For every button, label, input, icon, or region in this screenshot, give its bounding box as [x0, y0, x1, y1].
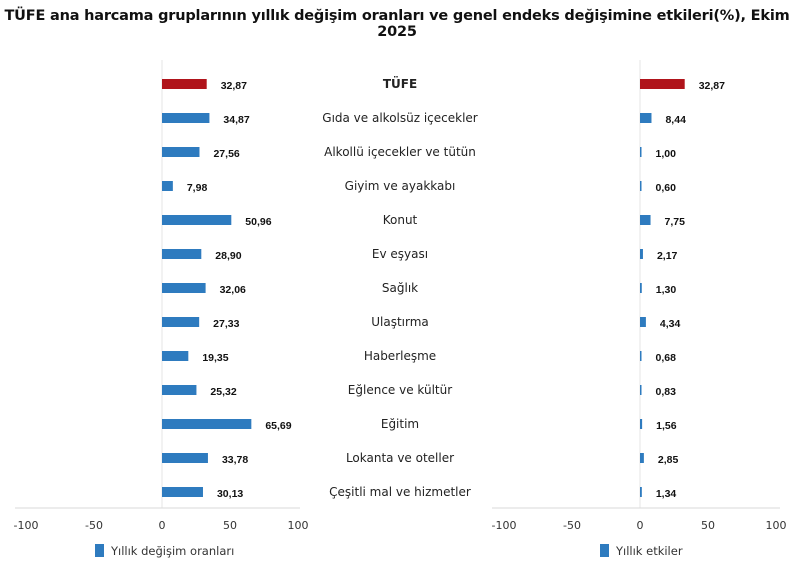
x-tick-label: -100	[14, 519, 39, 532]
data-label: 50,96	[245, 216, 271, 228]
category-label: Giyim ve ayakkabı	[345, 179, 456, 193]
x-tick-label: 100	[766, 519, 787, 532]
legend-label: Yıllık değişim oranları	[110, 544, 234, 558]
bar	[640, 283, 642, 293]
legend-swatch	[600, 544, 609, 557]
data-label: 32,87	[699, 80, 725, 92]
legend-swatch	[95, 544, 104, 557]
bar	[162, 215, 232, 225]
x-tick-label: 100	[288, 519, 309, 532]
bar	[640, 351, 642, 361]
bar	[162, 385, 197, 395]
data-label: 1,34	[656, 488, 677, 500]
bar	[162, 317, 200, 327]
data-label: 19,35	[202, 352, 228, 364]
data-label: 32,87	[221, 80, 247, 92]
category-label: Eğitim	[381, 417, 419, 431]
data-label: 0,68	[656, 352, 677, 364]
data-label: 0,60	[656, 182, 677, 194]
bar	[640, 385, 642, 395]
bar	[640, 79, 685, 89]
bar	[162, 487, 203, 497]
data-label: 27,56	[213, 148, 239, 160]
data-label: 32,06	[220, 284, 246, 296]
bar	[162, 113, 210, 123]
bar	[162, 351, 189, 361]
category-label: Ulaştırma	[371, 315, 429, 329]
category-label: Alkollü içecekler ve tütün	[324, 145, 476, 159]
bar	[640, 181, 642, 191]
data-label: 2,17	[657, 250, 678, 262]
bar	[640, 453, 644, 463]
data-label: 28,90	[215, 250, 241, 262]
bar	[640, 113, 652, 123]
data-label: 4,34	[660, 318, 681, 330]
bar	[162, 453, 208, 463]
x-tick-label: 0	[159, 519, 166, 532]
bar	[640, 215, 651, 225]
data-label: 0,83	[656, 386, 677, 398]
bar	[162, 147, 200, 157]
data-label: 1,30	[656, 284, 677, 296]
x-tick-label: -50	[85, 519, 103, 532]
bar	[640, 317, 646, 327]
data-label: 27,33	[213, 318, 239, 330]
bar	[162, 181, 173, 191]
category-label: Lokanta ve oteller	[346, 451, 454, 465]
data-label: 1,00	[656, 148, 677, 160]
x-tick-label: -50	[563, 519, 581, 532]
x-tick-label: -100	[492, 519, 517, 532]
bar	[162, 283, 206, 293]
bar	[640, 147, 642, 157]
bar	[162, 79, 207, 89]
x-tick-label: 50	[701, 519, 715, 532]
data-label: 7,75	[665, 216, 686, 228]
data-label: 65,69	[265, 420, 291, 432]
legend-label: Yıllık etkiler	[615, 544, 683, 558]
data-label: 25,32	[210, 386, 236, 398]
category-label: Sağlık	[382, 281, 418, 295]
data-label: 8,44	[665, 114, 686, 126]
category-label: Konut	[383, 213, 418, 227]
data-label: 2,85	[658, 454, 679, 466]
x-tick-label: 50	[223, 519, 237, 532]
category-label: TÜFE	[383, 76, 417, 91]
data-label: 33,78	[222, 454, 248, 466]
bar	[640, 487, 642, 497]
x-tick-label: 0	[637, 519, 644, 532]
category-label: Haberleşme	[364, 349, 436, 363]
category-label: Eğlence ve kültür	[348, 383, 452, 397]
bar	[640, 419, 643, 429]
data-label: 34,87	[223, 114, 249, 126]
data-label: 1,56	[656, 420, 677, 432]
data-label: 7,98	[187, 182, 208, 194]
category-label: Ev eşyası	[372, 247, 428, 261]
chart-title: TÜFE ana harcama gruplarının yıllık deği…	[4, 8, 790, 40]
bar	[162, 249, 202, 259]
bar	[162, 419, 252, 429]
category-label: Çeşitli mal ve hizmetler	[329, 485, 471, 499]
category-label: Gıda ve alkolsüz içecekler	[322, 111, 478, 125]
bar	[640, 249, 643, 259]
data-label: 30,13	[217, 488, 243, 500]
